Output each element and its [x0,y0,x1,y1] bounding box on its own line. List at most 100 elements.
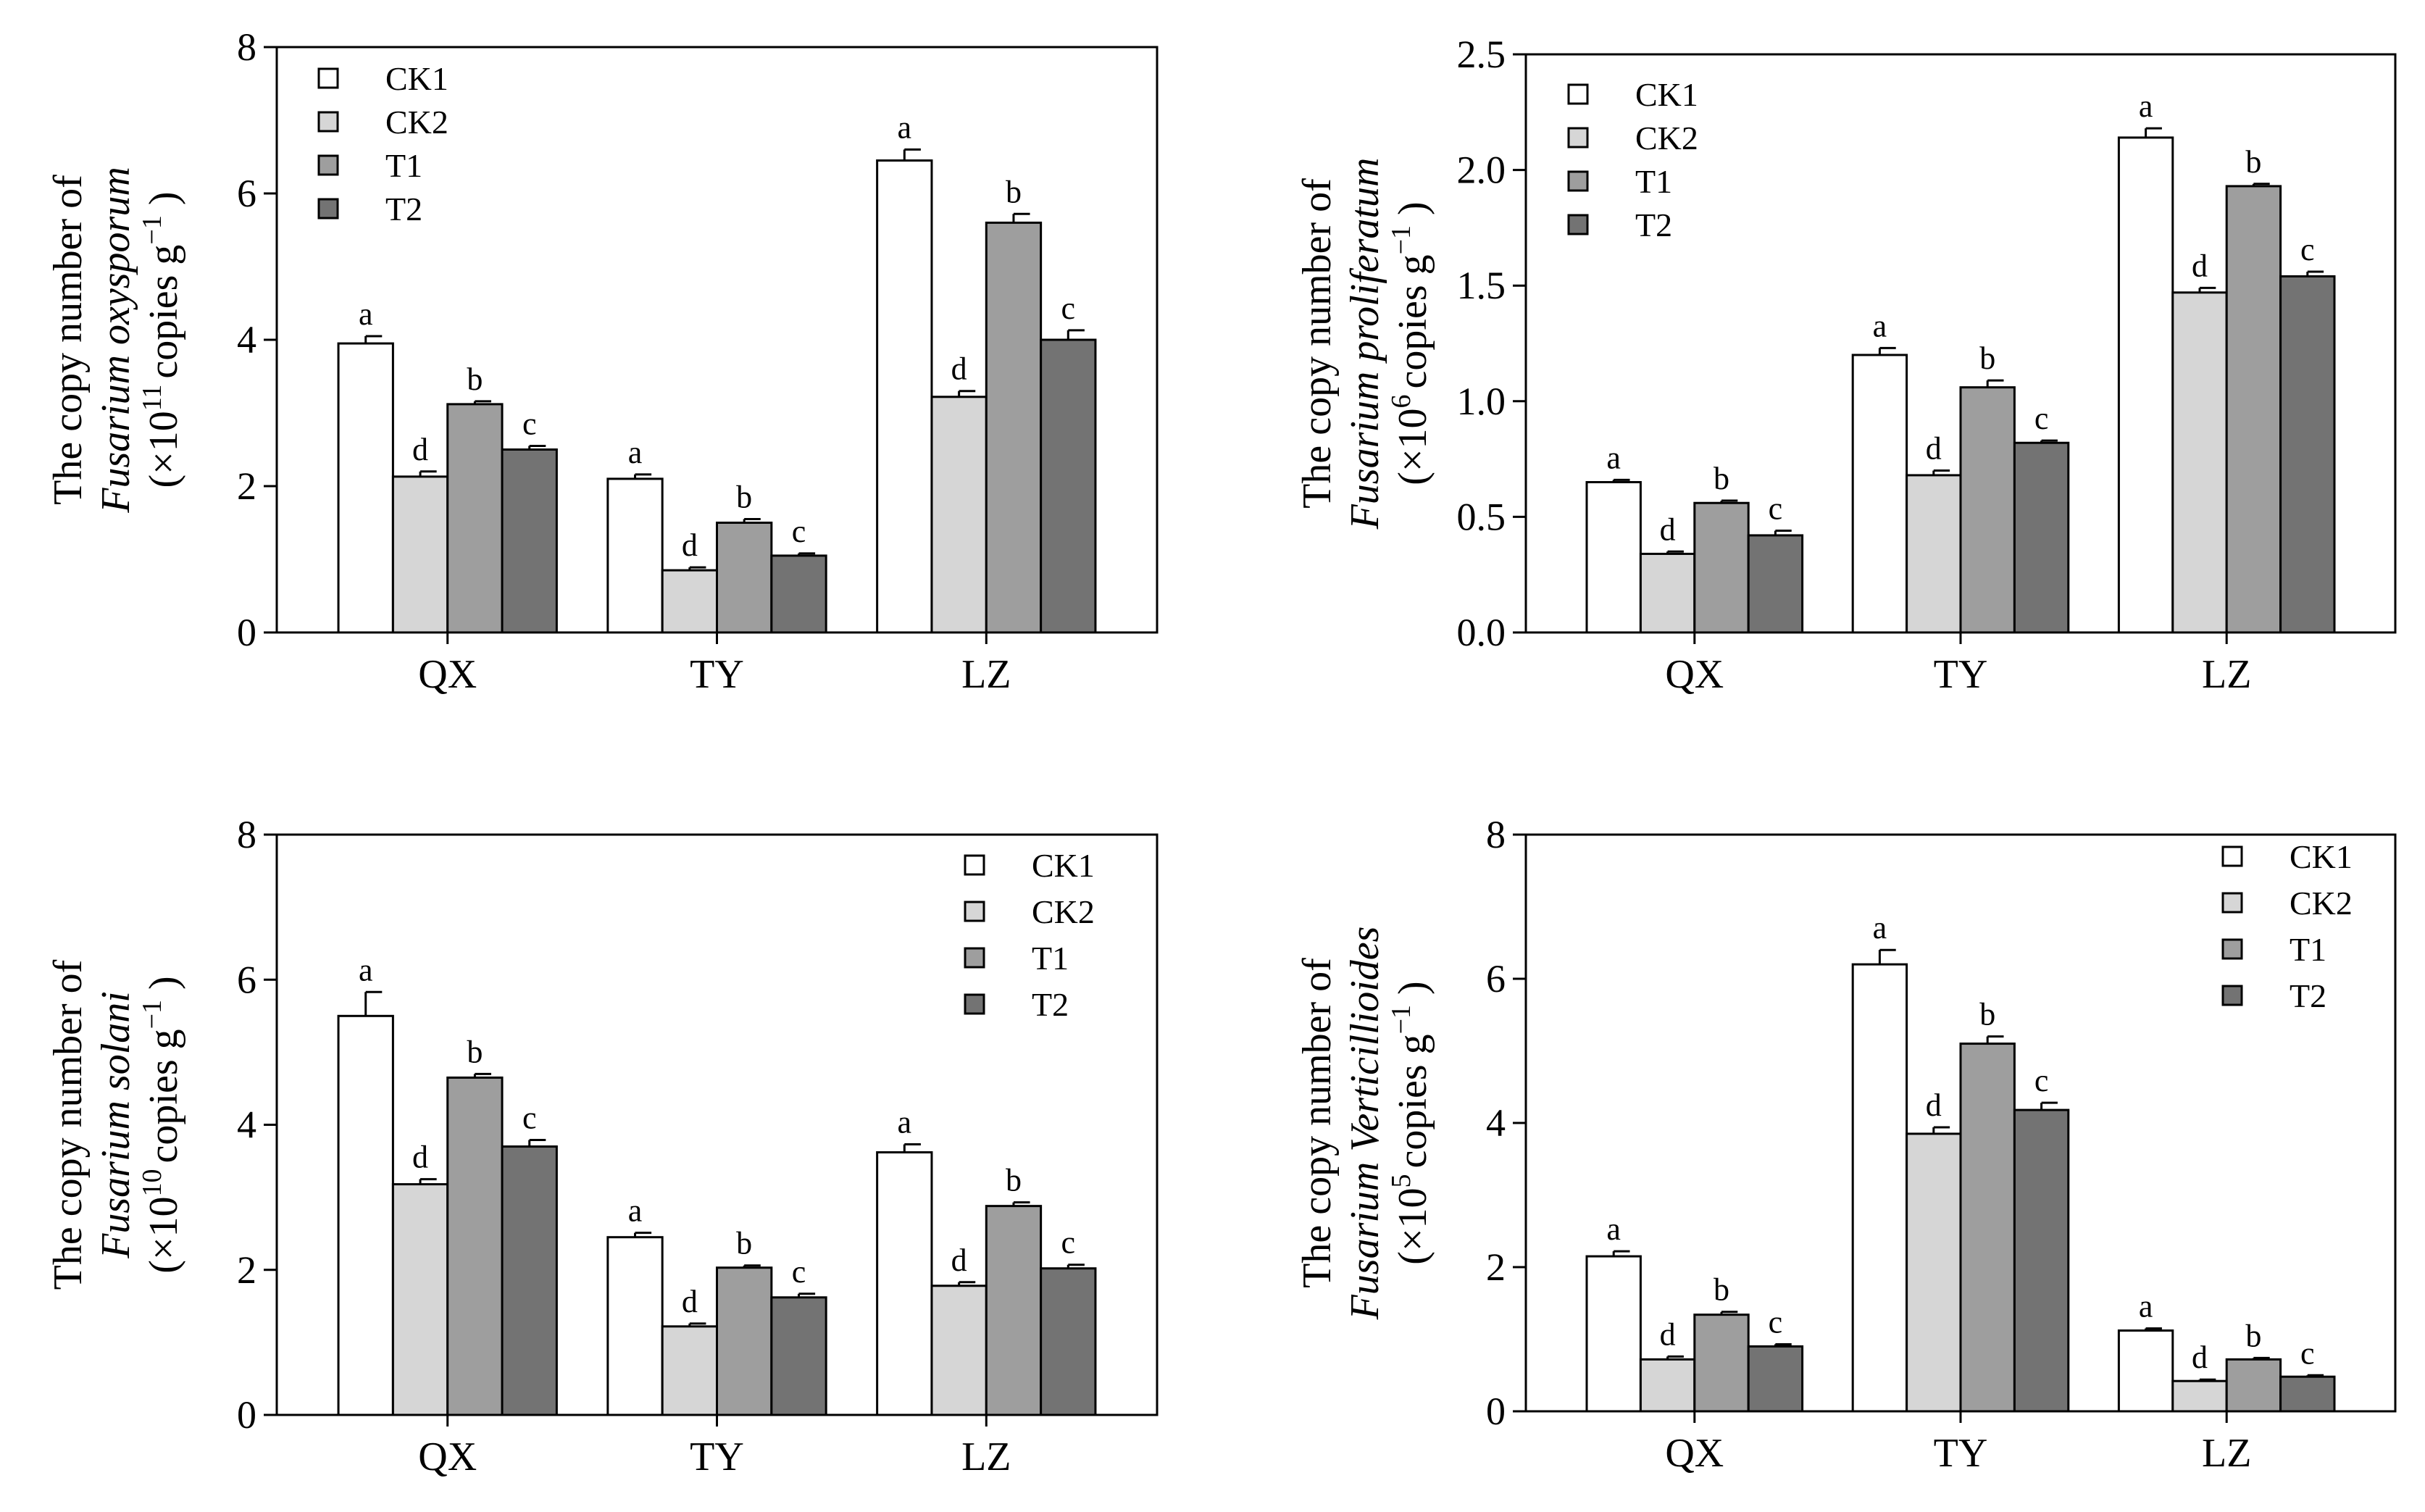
significance-letter: a [1873,910,1887,945]
bar-t1 [985,221,1043,634]
y-axis-title-part: (×10 [1390,1187,1435,1264]
y-tick-label: 1.5 [1457,264,1506,307]
y-axis-title-part: copies g [1390,254,1435,388]
y-axis-title-line3: (×1010 copies g−1 ) [137,976,186,1273]
significance-letter: a [628,1193,643,1229]
legend-swatch-t2 [1567,214,1589,235]
significance-letter: a [628,435,643,470]
y-tick-label: 0.5 [1457,495,1506,538]
significance-letter: b [2245,144,2261,180]
y-axis-title-part: (×10 [1390,408,1435,485]
bar-ck2 [391,475,449,634]
chart-panel-1: 0 2 4 6 8 QX a d b c TY a d b c LZ a d b c CK1 CK2 T1 T2 The cop… [46,25,1159,697]
significance-letter: d [2192,248,2208,283]
legend-label: CK2 [385,104,448,141]
y-axis-title-line1: The copy number of [46,959,91,1290]
y-axis-title: The copy number of Fusarium solani (×1010 c… [46,959,186,1290]
y-axis-title-part: 5 [1386,1174,1416,1187]
bar-t1 [1959,1043,2016,1413]
bar-ck2 [930,1285,988,1416]
bar-ck2 [2171,1379,2228,1413]
y-tick-label: 0 [237,1393,256,1437]
significance-letter: d [951,1242,967,1278]
legend-swatch-ck1 [2221,845,2243,867]
y-axis-title-part: −1 [1386,225,1416,254]
y-tick-label: 8 [1486,813,1506,856]
y-axis-title: The copy number of Fusarium proliferatum(… [1295,158,1435,530]
significance-letter: d [412,1140,428,1175]
legend-swatch-t2 [317,198,339,220]
legend-swatch-ck1 [317,67,339,89]
significance-letter: d [1926,431,1942,467]
significance-letter: a [898,1105,912,1140]
significance-letter: c [2300,1335,2315,1371]
x-tick-label: QX [1665,652,1724,697]
y-tick-label: 0 [237,611,256,654]
y-axis-title-part: (×10 [141,411,186,488]
chart-panel-4: 0 2 4 6 8 QX a d b c TY a d b c LZ a d b c CK1 CK2 T1 T2 The cop… [1295,813,2397,1476]
significance-letter: c [1769,491,1783,527]
y-axis-title-part: ) [141,192,186,216]
x-tick-label: QX [418,1434,477,1479]
y-tick-label: 6 [1486,957,1506,1001]
significance-letter: a [1606,440,1621,475]
bar-t1 [2225,185,2282,634]
significance-letter: c [1061,1225,1076,1261]
bar-t1 [1693,501,1750,634]
bar-t1 [716,522,773,634]
significance-letter: a [1873,308,1887,343]
bar-t2 [2013,1108,2070,1413]
y-tick-label: 4 [1486,1101,1506,1145]
significance-letter: d [682,527,698,563]
x-tick-label: TY [690,1434,744,1479]
significance-letter: b [736,1226,752,1261]
y-tick-label: 0.0 [1457,611,1506,654]
legend-label: CK1 [2290,838,2353,875]
legend-swatch-t2 [964,993,985,1015]
significance-letter: c [2034,1063,2049,1098]
y-tick-label: 2 [1486,1245,1506,1289]
bar-ck2 [1639,1358,1696,1413]
bar-ck1 [876,159,933,634]
significance-letter: c [522,1100,537,1136]
legend-label: CK2 [1032,893,1095,930]
bar-t2 [770,554,827,634]
bar-t1 [716,1266,773,1416]
y-axis-title-part: copies g [141,1029,186,1163]
significance-letter: a [359,952,373,987]
bar-t1 [1693,1313,1750,1413]
y-axis-title-line2: Fusarium oxysporum [93,167,138,514]
y-axis-title: The copy number of Fusarium oxysporum (×10… [46,167,186,514]
y-axis-title-line1: The copy number of [1295,178,1340,509]
significance-letter: b [1006,1163,1022,1198]
significance-letter: d [951,351,967,387]
bar-t2 [1040,338,1097,634]
legend-swatch-ck2 [2221,892,2243,914]
significance-letter: c [1769,1304,1783,1340]
significance-letter: a [1606,1211,1621,1247]
y-tick-label: 4 [237,318,256,362]
bar-t2 [770,1296,827,1416]
legend-swatch-ck2 [1567,127,1589,149]
chart-panel-3: 0 2 4 6 8 QX a d b c TY a d b c LZ a d b c CK1 CK2 T1 T2 The cop… [46,813,1159,1479]
legend-swatch-t1 [1567,170,1589,192]
x-tick-label: LZ [2202,1431,2251,1476]
legend-label: CK1 [1032,847,1095,884]
y-axis-title-part: −1 [137,215,167,244]
bar-t2 [2279,275,2336,634]
x-tick-label: LZ [2202,652,2251,697]
x-tick-label: LZ [961,1434,1011,1479]
y-axis-title-part: 10 [137,1169,167,1196]
y-tick-label: 6 [237,172,256,215]
bar-ck1 [1851,963,1908,1413]
y-tick-label: 2.5 [1457,33,1506,76]
bar-ck1 [337,1014,394,1416]
x-tick-label: QX [418,652,477,697]
bar-ck1 [606,477,664,634]
significance-letter: b [1006,174,1022,209]
y-axis-title-part: ) [1390,981,1435,1005]
y-axis-title-line3: (×1011 copies g−1 ) [137,192,186,488]
legend-label: CK1 [1635,76,1698,113]
significance-letter: d [1660,1316,1676,1352]
bar-ck1 [2117,1329,2174,1413]
